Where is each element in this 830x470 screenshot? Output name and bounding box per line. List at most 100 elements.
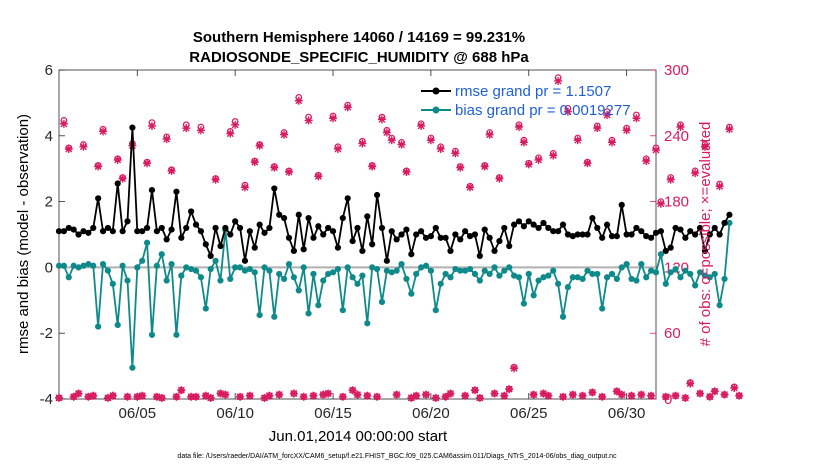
rmse-point — [134, 228, 141, 235]
bias-point — [398, 261, 405, 268]
bias-point — [657, 251, 664, 258]
rmse-point — [687, 228, 694, 235]
bias-point — [491, 264, 498, 271]
rmse-point — [662, 247, 669, 255]
obs-evaluated-point — [593, 124, 602, 133]
rmse-point — [197, 228, 205, 235]
obs-evaluated-point — [412, 391, 421, 400]
rmse-point — [706, 231, 713, 238]
bias-point — [261, 264, 268, 271]
obs-evaluated-point — [377, 115, 386, 124]
bias-point — [139, 257, 146, 264]
obs-evaluated-point — [607, 138, 616, 147]
bias-point — [677, 274, 684, 281]
rmse-point — [437, 234, 444, 241]
rmse-point — [85, 229, 92, 236]
obs-evaluated-point — [226, 129, 235, 138]
obs-evaluated-point — [353, 390, 362, 399]
y-right-tick-label: 300 — [664, 62, 689, 79]
obs-evaluated-point — [549, 151, 558, 160]
obs-evaluated-point — [138, 391, 147, 400]
obs-evaluated-point — [710, 387, 719, 396]
obs-evaluated-point — [431, 393, 440, 402]
rmse-point — [599, 234, 606, 241]
obs-evaluated-point — [284, 167, 293, 176]
obs-evaluated-point — [456, 163, 465, 172]
rmse-point — [486, 234, 493, 241]
bias-point — [241, 267, 249, 274]
bias-point — [359, 272, 366, 279]
bias-point — [594, 270, 601, 278]
y-left-tick-label: 0 — [45, 259, 53, 276]
rmse-point — [104, 224, 112, 232]
obs-evaluated-point — [329, 114, 338, 123]
rmse-point — [178, 234, 185, 241]
rmse-point — [452, 231, 459, 238]
obs-evaluated-point — [441, 392, 450, 401]
rmse-point — [545, 224, 552, 232]
rmse-point — [652, 229, 660, 236]
y-right-tick-label: 60 — [664, 325, 681, 342]
rmse-point — [677, 226, 684, 233]
obs-evaluated-point — [314, 172, 323, 181]
obs-evaluated-point — [705, 392, 714, 401]
bias-point — [85, 261, 92, 268]
rmse-point — [55, 228, 63, 235]
x-tick-label: 06/15 — [314, 405, 352, 422]
bias-point — [173, 331, 180, 338]
bias-point — [388, 269, 395, 276]
bias-point — [143, 239, 151, 246]
obs-evaluated-point — [500, 391, 509, 400]
bias-point — [364, 320, 371, 327]
rmse-point — [466, 233, 474, 240]
rmse-point — [80, 228, 87, 235]
bias-point — [638, 261, 645, 268]
obs-evaluated-point — [686, 379, 695, 388]
bias-point — [682, 267, 689, 274]
rmse-point — [212, 224, 219, 232]
obs-evaluated-point — [265, 391, 274, 400]
bias-point — [701, 272, 709, 279]
bias-point — [672, 265, 679, 273]
bias-point — [290, 274, 297, 281]
rmse-point — [378, 224, 386, 232]
rmse-point — [496, 237, 503, 245]
bias-point — [329, 269, 337, 276]
rmse-point — [711, 224, 718, 232]
obs-evaluated-point — [696, 389, 705, 398]
obs-evaluated-point — [299, 392, 308, 401]
obs-evaluated-point — [162, 135, 171, 144]
obs-evaluated-point — [725, 125, 734, 134]
bias-point — [99, 261, 107, 268]
bias-point — [432, 307, 439, 314]
bias-point — [437, 280, 444, 287]
bias-point — [564, 284, 572, 291]
obs-evaluated-point — [382, 128, 391, 137]
rmse-point — [344, 195, 351, 202]
obs-evaluated-point — [387, 136, 396, 145]
obs-evaluated-point — [617, 390, 626, 399]
rmse-point — [232, 218, 239, 225]
rmse-point — [555, 228, 562, 235]
rmse-point — [613, 233, 620, 240]
rmse-point — [408, 251, 415, 258]
rmse-point — [95, 195, 102, 202]
bias-point — [530, 292, 537, 299]
bias-point — [80, 262, 87, 269]
rmse-point — [364, 213, 371, 220]
x-tick-label: 06/30 — [608, 405, 646, 422]
bias-point — [726, 219, 733, 227]
rmse-point — [383, 257, 390, 264]
rmse-point — [579, 231, 586, 238]
obs-evaluated-point — [461, 391, 470, 400]
chart-title-line1: Southern Hemisphere 14060 / 14169 = 99.2… — [193, 29, 525, 46]
rmse-point — [280, 214, 288, 222]
obs-evaluated-point — [79, 142, 88, 151]
rmse-point — [491, 247, 498, 255]
obs-evaluated-point — [603, 110, 612, 119]
rmse-point — [256, 221, 263, 228]
rmse-point — [207, 252, 214, 259]
bias-point — [119, 262, 126, 269]
bias-point — [603, 274, 611, 281]
